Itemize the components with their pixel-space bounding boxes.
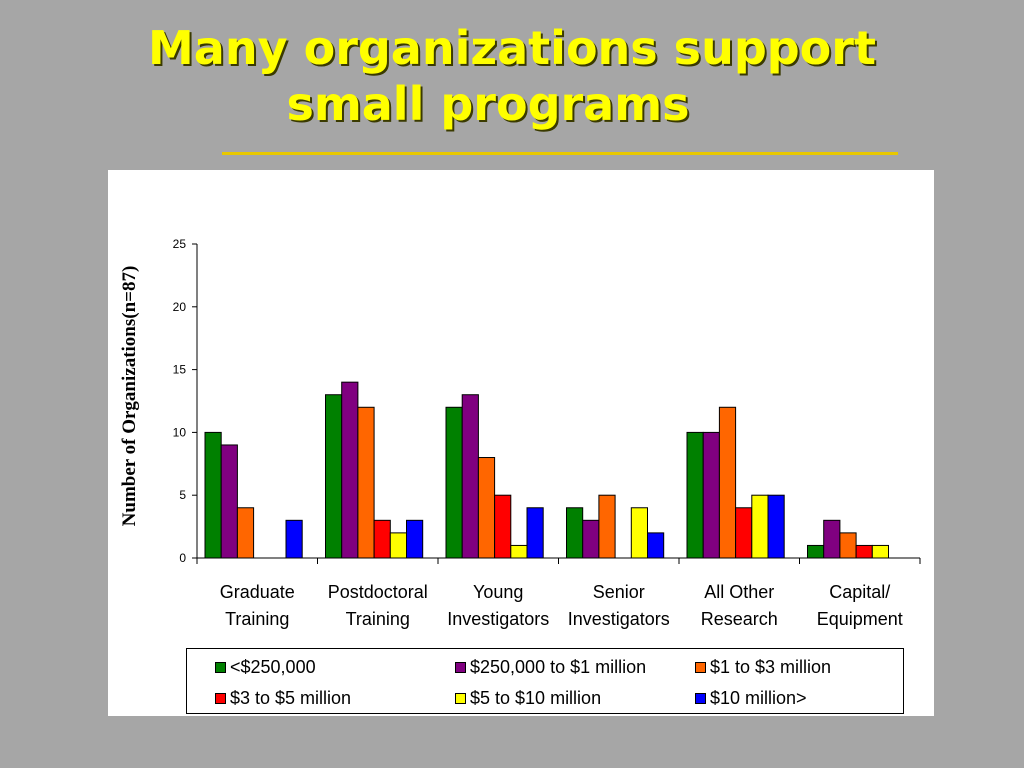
- x-tick-label: Postdoctoral: [328, 582, 428, 602]
- legend-item: $3 to $5 million: [215, 688, 351, 709]
- bar: [236, 507, 255, 559]
- y-tick-label: 15: [173, 363, 187, 377]
- chart-legend: <$250,000 $250,000 to $1 million $1 to $3 …: [186, 648, 904, 714]
- bar: [341, 381, 359, 559]
- bar: [598, 494, 616, 559]
- x-tick-label: Young: [473, 582, 523, 602]
- x-tick-label: Investigators: [447, 609, 549, 629]
- legend-swatch: [695, 662, 706, 673]
- legend-item: $5 to $10 million: [455, 688, 601, 709]
- bar: [220, 444, 238, 559]
- x-tick-label: All Other: [704, 582, 774, 602]
- legend-item: $250,000 to $1 million: [455, 657, 646, 678]
- y-axis-label: Number of Organizations(n=87): [119, 265, 140, 527]
- x-tick-label: Training: [225, 609, 289, 629]
- bar: [839, 532, 857, 559]
- legend-swatch: [455, 693, 466, 704]
- bar: [477, 457, 496, 559]
- bar-chart: 0 5 10 15 20 25 Graduate Training Postdoctoral Tr…: [173, 237, 921, 629]
- bar: [373, 519, 391, 559]
- bar: [871, 544, 889, 559]
- title-underline: [222, 152, 898, 155]
- y-tick-label: 20: [173, 300, 187, 314]
- chart-panel: 0 5 10 15 20 25 Graduate Training Postdoctoral Tr…: [108, 170, 934, 716]
- bar: [718, 406, 737, 559]
- title-line-1: Many organizations support: [148, 21, 876, 75]
- bar: [630, 507, 648, 559]
- x-tick-label: Investigators: [568, 609, 670, 629]
- bar: [445, 406, 463, 559]
- bar: [702, 431, 720, 559]
- legend-label: $10 million>: [710, 688, 807, 708]
- slide-title: Many organizations support small program…: [0, 20, 1024, 132]
- bar: [285, 519, 303, 559]
- bar: [751, 494, 769, 559]
- legend-swatch: [695, 693, 706, 704]
- legend-swatch: [455, 662, 466, 673]
- bar: [582, 519, 600, 559]
- x-tick-label: Graduate: [220, 582, 295, 602]
- x-tick-label: Research: [701, 609, 778, 629]
- bar: [647, 532, 665, 559]
- bar: [494, 494, 512, 559]
- title-line-2: small programs: [286, 77, 690, 131]
- bar: [357, 406, 375, 559]
- legend-label: $250,000 to $1 million: [470, 657, 647, 677]
- bar: [204, 431, 222, 559]
- bar: [510, 544, 528, 559]
- legend-label: $5 to $10 million: [470, 688, 602, 708]
- bar: [855, 544, 873, 559]
- bar: [526, 507, 544, 559]
- x-tick-label: Training: [346, 609, 410, 629]
- bar: [389, 532, 407, 559]
- y-tick-label: 5: [179, 488, 186, 502]
- x-tick-label: Senior: [593, 582, 645, 602]
- bar: [325, 394, 343, 559]
- bar: [807, 544, 825, 559]
- y-tick-label: 25: [173, 237, 187, 251]
- bar: [406, 519, 424, 559]
- bar: [767, 494, 785, 559]
- legend-label: $1 to $3 million: [710, 657, 832, 677]
- legend-label: <$250,000: [230, 657, 316, 677]
- legend-swatch: [215, 693, 226, 704]
- x-tick-label: Equipment: [817, 609, 903, 629]
- bar: [461, 394, 479, 559]
- bar: [686, 431, 704, 559]
- legend-item: <$250,000: [215, 657, 316, 678]
- bar: [735, 507, 753, 559]
- y-tick-label: 10: [173, 425, 187, 439]
- bar: [566, 507, 584, 559]
- legend-label: $3 to $5 million: [230, 688, 352, 708]
- bar: [823, 519, 841, 559]
- legend-swatch: [215, 662, 226, 673]
- legend-item: $1 to $3 million: [695, 657, 831, 678]
- y-tick-label: 0: [179, 551, 186, 565]
- x-tick-label: Capital/: [829, 582, 890, 602]
- legend-item: $10 million>: [695, 688, 807, 709]
